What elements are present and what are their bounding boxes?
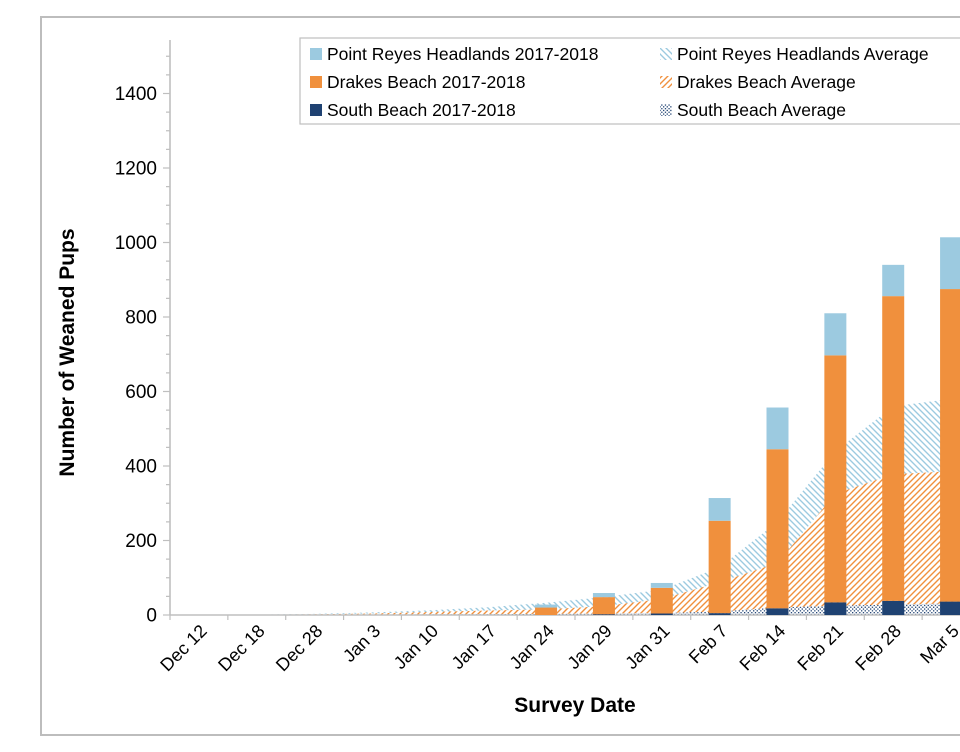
bar-segment-point-reyes-headlands-2017-2018 [592, 593, 615, 598]
legend-label: Point Reyes Headlands Average [677, 44, 929, 64]
legend-label: Drakes Beach Average [677, 72, 856, 92]
x-axis-tick-label: Dec 12 [156, 621, 210, 675]
x-axis-tick-label: Dec 28 [272, 621, 326, 675]
bar-segment-south-beach-2017-2018 [708, 613, 731, 615]
bar-segment-drakes-beach-2017-2018 [535, 607, 558, 615]
y-axis-tick-label: 600 [125, 382, 157, 403]
x-axis-tick-label: Jan 17 [448, 621, 500, 673]
bar-segment-south-beach-2017-2018 [824, 602, 847, 615]
legend-swatch-bar [310, 104, 322, 116]
y-axis-title: Number of Weaned Pups [56, 228, 79, 476]
y-axis-tick-label: 0 [146, 606, 157, 627]
legend-label: Point Reyes Headlands 2017-2018 [327, 44, 598, 64]
bar-segment-point-reyes-headlands-2017-2018 [766, 407, 789, 450]
legend-label: Drakes Beach 2017-2018 [327, 72, 525, 92]
legend-swatch-bar [310, 76, 322, 88]
legend-swatch-average [660, 76, 672, 88]
x-axis-tick-label: Dec 18 [214, 621, 268, 675]
bar-segment-drakes-beach-2017-2018 [708, 520, 731, 614]
x-axis-tick-label: Mar 5 [916, 621, 960, 668]
x-axis-tick-label: Feb 21 [793, 621, 847, 675]
bar-segment-point-reyes-headlands-2017-2018 [940, 237, 960, 290]
y-axis-tick-label: 400 [125, 457, 157, 478]
bar-segment-drakes-beach-2017-2018 [650, 587, 673, 614]
bar-segment-point-reyes-headlands-2017-2018 [708, 498, 731, 521]
elephant-seal-weaned-pups-chart: 0 200 400 600 800 1000 1200 1400 Dec 12 Dec 18 Dec… [40, 16, 960, 736]
bar-segment-point-reyes-headlands-2017-2018 [535, 604, 558, 608]
legend-label: South Beach 2017-2018 [327, 100, 516, 120]
bar-segment-south-beach-2017-2018 [882, 600, 905, 615]
legend-label: South Beach Average [677, 100, 846, 120]
bar-segment-south-beach-2017-2018 [766, 608, 789, 615]
x-axis-tick-label: Jan 3 [339, 621, 384, 666]
bar-segment-point-reyes-headlands-2017-2018 [882, 264, 905, 297]
legend-swatch-average [660, 48, 672, 60]
x-axis-tick-label: Jan 24 [506, 621, 558, 673]
bar-segment-drakes-beach-2017-2018 [882, 296, 905, 601]
bar-segment-point-reyes-headlands-2017-2018 [824, 313, 847, 356]
x-axis-tick-label: Feb 28 [851, 621, 905, 675]
y-axis-tick-label: 1400 [115, 84, 157, 105]
bar-segment-south-beach-2017-2018 [940, 601, 960, 615]
legend-box [299, 37, 960, 125]
y-axis-tick-label: 1200 [115, 159, 157, 180]
bar-segment-point-reyes-headlands-2017-2018 [650, 582, 673, 588]
bar-segment-drakes-beach-2017-2018 [940, 289, 960, 602]
y-axis-tick-label: 1000 [115, 233, 157, 254]
bar-segment-south-beach-2017-2018 [650, 613, 673, 615]
bar-segment-drakes-beach-2017-2018 [766, 449, 789, 609]
x-axis-tick-label: Feb 7 [685, 621, 732, 668]
x-axis-tick-label: Jan 29 [563, 621, 615, 673]
x-axis-tick-label: Jan 10 [390, 621, 442, 673]
chart-canvas: 0 200 400 600 800 1000 1200 1400 Dec 12 Dec 18 Dec… [56, 37, 960, 717]
x-axis-title: Survey Date [514, 694, 635, 717]
legend-swatch-bar [310, 48, 322, 60]
x-axis-tick-label: Feb 14 [736, 621, 790, 675]
bar-segment-drakes-beach-2017-2018 [592, 597, 615, 615]
legend-swatch-average [660, 104, 672, 116]
y-axis-tick-label: 800 [125, 308, 157, 329]
y-axis-tick-label: 200 [125, 531, 157, 552]
x-axis-tick-label: Jan 31 [621, 621, 673, 673]
bar-segment-drakes-beach-2017-2018 [824, 355, 847, 603]
bar-segment-south-beach-2017-2018 [592, 614, 615, 615]
